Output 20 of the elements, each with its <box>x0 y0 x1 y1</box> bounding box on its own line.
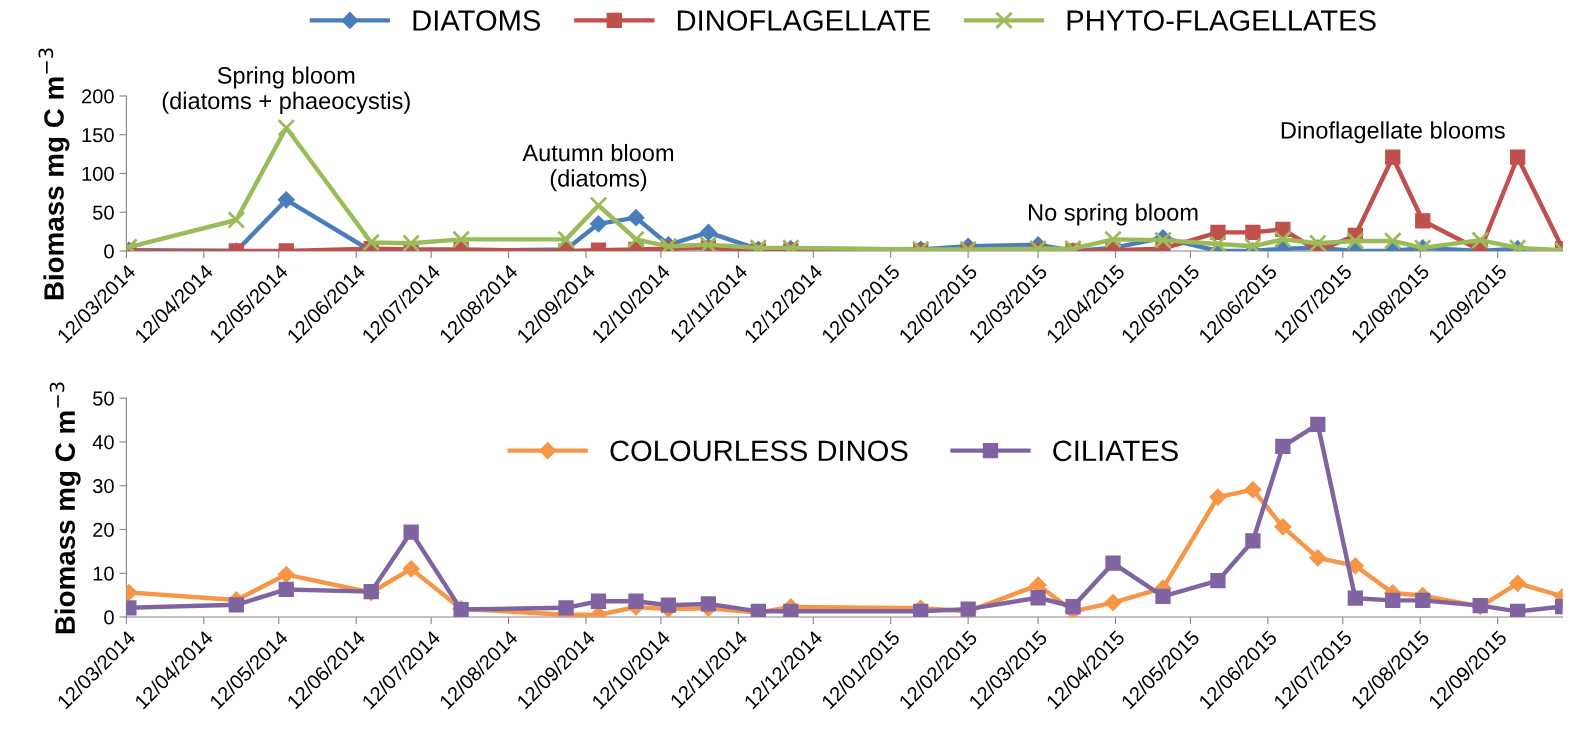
annotation: No spring bloom <box>1029 203 1198 226</box>
y-tick-label: 20 <box>93 522 114 537</box>
legend-label: DIATOMS <box>413 10 541 31</box>
y-tick-label: 0 <box>104 610 114 625</box>
legend-label: COLOURLESS DINOS <box>610 440 908 462</box>
y-tick-label: 40 <box>92 435 114 450</box>
legend-label: DINOFLAGELLATE <box>677 10 930 31</box>
annotation: Spring bloom (diatoms + phaeocystis) <box>162 66 410 114</box>
y-tick-label: 100 <box>82 166 114 181</box>
annotation: Autumn bloom (diatoms) <box>522 143 674 192</box>
legend-label: CILIATES <box>1053 440 1178 462</box>
y-tick-label: 200 <box>82 89 114 104</box>
legend-label: PHYTO-FLAGELLATES <box>1067 10 1376 31</box>
y-tick-label: 150 <box>82 127 114 143</box>
annotation: Dinoflagellate blooms <box>1281 121 1505 144</box>
y-tick-label: 50 <box>93 391 114 406</box>
y-tick-label: 0 <box>104 244 114 259</box>
y-tick-label: 30 <box>92 478 114 494</box>
y-tick-label: 10 <box>93 566 114 581</box>
y-tick-label: 50 <box>93 205 114 220</box>
